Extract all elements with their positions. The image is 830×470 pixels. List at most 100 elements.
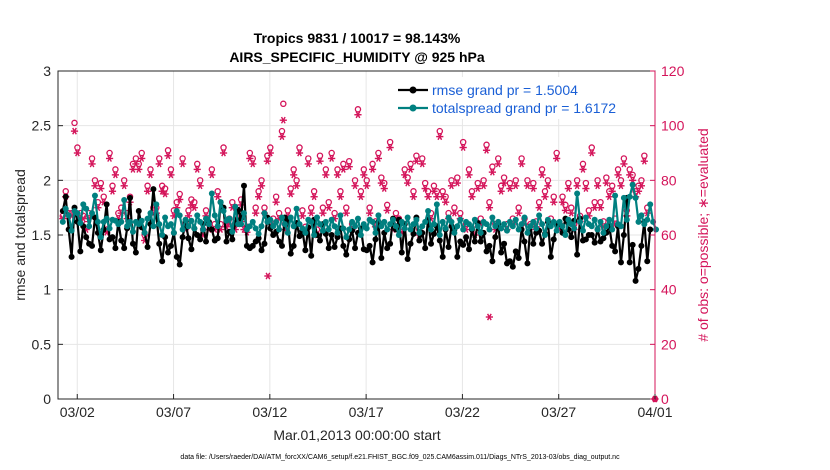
totalspread-point [579, 227, 586, 234]
rmse-point [127, 194, 134, 201]
rmse-point [223, 238, 230, 245]
totalspread-point [433, 201, 440, 208]
rmse-point [539, 240, 546, 247]
obs-possible-point [483, 141, 490, 149]
obs-evaluated-point [386, 144, 394, 152]
rmse-point [582, 236, 589, 243]
x-axis-label: Mar.01,2013 00:00:00 start [273, 427, 440, 443]
obs-possible-point [112, 166, 119, 173]
rmse-point [521, 238, 528, 245]
rmse-point [486, 242, 493, 249]
rmse-point [103, 201, 110, 208]
x-tick-label: 03/22 [445, 404, 480, 420]
obs-evaluated-point [146, 171, 155, 179]
obs-possible-point [325, 198, 332, 206]
totalspread-point [144, 215, 151, 222]
totalspread-point [363, 225, 370, 232]
obs-evaluated-point [339, 165, 347, 173]
y-right-tick-label: 60 [661, 227, 677, 243]
totalspread-point [425, 207, 432, 214]
rmse-point [369, 259, 376, 266]
obs-possible-point [579, 160, 587, 168]
obs-possible-point [109, 182, 116, 190]
obs-evaluated-point [529, 185, 537, 193]
obs-evaluated-point [97, 185, 105, 193]
rmse-point [118, 237, 125, 244]
obs-possible-point [360, 166, 368, 173]
totalspread-point [559, 223, 566, 230]
totalspread-point [512, 216, 519, 223]
rmse-point [328, 232, 335, 238]
totalspread-point [422, 218, 429, 225]
obs-possible-point [626, 166, 633, 173]
rmse-point [568, 234, 575, 241]
totalspread-point [357, 232, 364, 238]
totalspread-point [477, 229, 484, 236]
obs-possible-point [164, 147, 172, 154]
totalspread-point [401, 225, 408, 232]
totalspread-point [252, 225, 259, 232]
obs-possible-point [299, 207, 306, 214]
totalspread-point [521, 214, 528, 221]
obs-possible-point [518, 155, 525, 162]
obs-evaluated-point [637, 182, 646, 190]
obs-possible-point [71, 119, 78, 127]
rmse-point [229, 236, 236, 243]
rmse-point [258, 247, 265, 254]
obs-possible-point [328, 149, 335, 157]
totalspread-point [378, 223, 385, 230]
obs-possible-point [565, 179, 572, 187]
obs-possible-point [296, 144, 303, 151]
obs-possible-point [366, 204, 373, 211]
obs-evaluated-point [640, 157, 648, 165]
totalspread-point [539, 221, 546, 228]
obs-possible-point [544, 177, 552, 184]
rmse-point [492, 234, 499, 241]
obs-evaluated-point [474, 185, 482, 193]
obs-possible-point [515, 204, 522, 211]
totalspread-point [343, 234, 350, 241]
totalspread-point [270, 223, 277, 230]
totalspread-point [185, 223, 192, 230]
obs-possible-point [421, 179, 429, 187]
rmse-point [483, 248, 490, 255]
y-right-tick-label: 120 [661, 63, 685, 79]
totalspread-point [498, 225, 505, 232]
totalspread-point [436, 232, 443, 238]
rmse-point [471, 238, 478, 245]
totalspread-point [331, 223, 338, 230]
obs-evaluated-point [88, 160, 96, 168]
obs-evaluated-point [193, 165, 201, 173]
rmse-point [296, 233, 303, 240]
y-right-tick-label: 0 [661, 391, 669, 407]
totalspread-point [466, 221, 473, 228]
totalspread-point [74, 210, 81, 217]
obs-evaluated-point [383, 206, 391, 214]
y-tick-label: 2.5 [32, 118, 52, 134]
obs-evaluated-point [342, 209, 350, 217]
totalspread-point [381, 218, 388, 225]
obs-evaluated-point [614, 171, 622, 179]
obs-possible-point [345, 157, 353, 165]
totalspread-point [553, 227, 560, 234]
obs-evaluated-point [538, 171, 546, 179]
obs-possible-point [448, 177, 455, 184]
obs-possible-point [255, 188, 262, 195]
obs-evaluated-point [249, 160, 257, 168]
rmse-point [121, 245, 128, 252]
obs-evaluated-point [430, 187, 438, 195]
totalspread-point [103, 215, 110, 222]
obs-possible-point [357, 188, 365, 195]
rmse-point [445, 244, 452, 251]
obs-possible-point [392, 209, 400, 217]
obs-evaluated-point [515, 209, 523, 217]
obs-possible-point [538, 166, 546, 173]
totalspread-point [240, 210, 247, 217]
totalspread-point [609, 226, 616, 233]
obs-possible-point [638, 177, 645, 184]
totalspread-point [354, 215, 361, 222]
obs-evaluated-point [73, 149, 82, 157]
obs-possible-point [617, 177, 625, 184]
rmse-point [647, 226, 654, 233]
